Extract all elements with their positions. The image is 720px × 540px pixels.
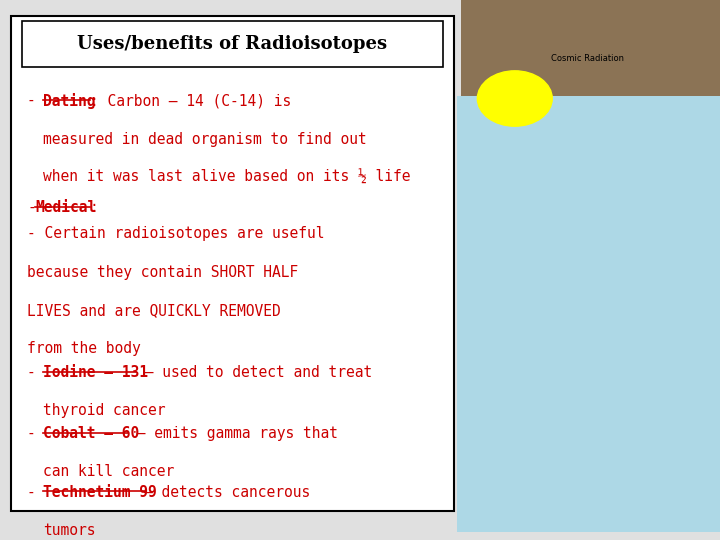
Text: -: - [27,426,45,441]
Text: Uses/benefits of Radioisotopes: Uses/benefits of Radioisotopes [77,35,387,53]
Text: -: - [27,484,45,500]
Text: -: - [27,200,36,215]
Text: – detects cancerous: – detects cancerous [144,484,310,500]
Text: when it was last alive based on its ½ life: when it was last alive based on its ½ li… [43,170,410,185]
Text: - Certain radioisotopes are useful: - Certain radioisotopes are useful [27,226,325,241]
Text: Cosmic Radiation: Cosmic Radiation [551,54,624,63]
Text: LIVES and are QUICKLY REMOVED: LIVES and are QUICKLY REMOVED [27,303,281,318]
Text: from the body: from the body [27,341,141,356]
Text: measured in dead organism to find out: measured in dead organism to find out [43,132,366,146]
Text: :: : [89,200,99,215]
Text: Dating: Dating [43,93,96,109]
Bar [457,96,720,532]
Circle shape [477,71,552,126]
Text: Technetium 99: Technetium 99 [43,484,157,500]
Text: Medical: Medical [35,200,96,215]
Bar [22,21,443,66]
Text: Cobalt – 60: Cobalt – 60 [43,426,139,441]
Bar [11,16,454,511]
Text: -: - [27,93,45,108]
Text: -: - [27,364,45,380]
Text: Iodine – 131: Iodine – 131 [43,364,148,380]
Text: tumors: tumors [43,523,96,538]
Text: – emits gamma rays that: – emits gamma rays that [128,426,338,441]
Text: thyroid cancer: thyroid cancer [43,403,166,418]
Text: because they contain SHORT HALF: because they contain SHORT HALF [27,265,299,280]
Text: : Carbon – 14 (C-14) is: : Carbon – 14 (C-14) is [89,93,291,108]
Text: – used to detect and treat: – used to detect and treat [136,364,372,380]
Text: can kill cancer: can kill cancer [43,464,174,480]
Bar [461,0,720,96]
